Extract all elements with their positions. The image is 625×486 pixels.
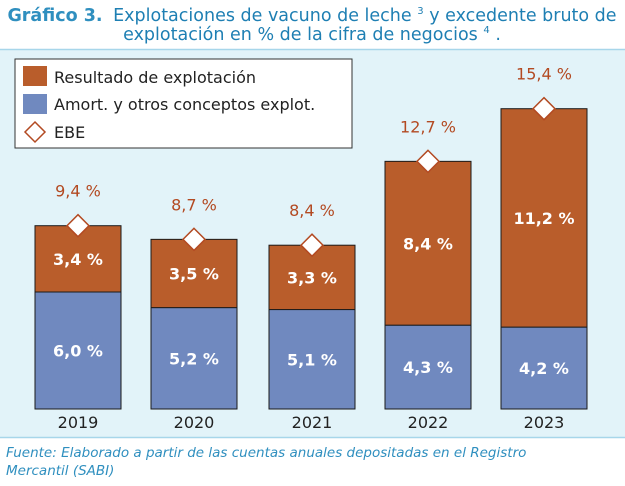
ebe-marker-2021 — [299, 233, 325, 258]
legend-label-resultado: Resultado de explotación — [54, 68, 256, 87]
value-label-resultado-2023: 11,2 % — [513, 209, 574, 228]
chart-title-sup: 3 — [417, 6, 423, 17]
x-tick-2020: 2020 — [174, 413, 215, 432]
x-tick-2022: 2022 — [408, 413, 449, 432]
ebe-label-2022: 12,7 % — [400, 117, 456, 136]
chart-title-text: Explotaciones de vacuno de leche — [113, 6, 412, 26]
legend-marker-ebe — [23, 120, 47, 144]
chart-title-prefix: Gráfico 3. — [7, 6, 102, 26]
bar-amort-2023 — [500, 326, 588, 410]
legend: Resultado de explotación Amort. y otros … — [14, 58, 353, 149]
bar-resultado-2022 — [384, 160, 472, 326]
chart-title-line2: explotación en % de la cifra de negocios… — [123, 18, 501, 45]
chart-title-line1: Gráfico 3. Explotaciones de vacuno de le… — [7, 0, 616, 26]
x-tick-2023: 2023 — [524, 413, 565, 432]
legend-box — [14, 58, 353, 149]
x-tick-2021: 2021 — [292, 413, 333, 432]
x-tick-2019: 2019 — [58, 413, 99, 432]
value-label-resultado-2022: 8,4 % — [403, 234, 453, 253]
value-label-resultado-2020: 3,5 % — [169, 264, 219, 283]
ebe-marker-2022 — [415, 149, 441, 174]
value-label-amort-2019: 6,0 % — [53, 342, 103, 361]
bar-resultado-2023 — [500, 108, 588, 328]
ebe-label-2021: 8,4 % — [289, 201, 335, 220]
value-label-resultado-2021: 3,3 % — [287, 268, 337, 287]
bar-amort-2022 — [384, 324, 472, 410]
value-label-amort-2020: 5,2 % — [169, 349, 219, 368]
legend-label-amort: Amort. y otros conceptos explot. — [54, 95, 315, 114]
value-label-resultado-2019: 3,4 % — [53, 250, 103, 269]
ebe-label-2020: 8,7 % — [171, 195, 217, 214]
legend-label-ebe: EBE — [54, 123, 85, 142]
bar-amort-2021 — [268, 309, 356, 410]
legend-swatch-resultado — [23, 66, 47, 86]
ebe-marker-2020 — [181, 227, 207, 252]
value-label-amort-2021: 5,1 % — [287, 350, 337, 369]
source-line2: Mercantil (SABI) — [6, 463, 114, 479]
ebe-marker-2023 — [531, 96, 557, 121]
ebe-label-2019: 9,4 % — [55, 182, 101, 201]
bars-layer: 6,0 % 3,4 % 9,4 % 2019 5,2 % 3,5 % 8,7 % 2020 5,… — [34, 65, 588, 432]
chart-title-line2-end: . — [495, 25, 501, 45]
ebe-label-2023: 15,4 % — [516, 65, 572, 84]
value-label-amort-2022: 4,3 % — [403, 358, 453, 377]
bar-amort-2019 — [34, 291, 122, 410]
ebe-marker-2019 — [65, 213, 91, 238]
value-label-amort-2023: 4,2 % — [519, 359, 569, 378]
bar-amort-2020 — [150, 307, 238, 410]
chart-title-rest: y excedente bruto de — [429, 6, 616, 26]
chart-title-line2-text: explotación en % de la cifra de negocios — [123, 25, 478, 45]
source-line1: Fuente: Elaborado a partir de las cuenta… — [6, 445, 526, 461]
bar-resultado-2019 — [34, 225, 122, 293]
chart-title-line2-sup: 4 — [483, 25, 489, 36]
legend-swatch-amort — [23, 94, 47, 114]
